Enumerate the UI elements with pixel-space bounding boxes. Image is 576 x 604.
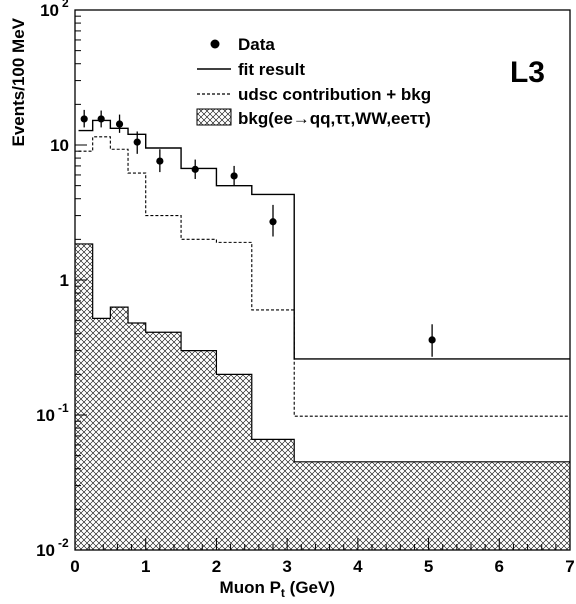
legend-fit-label: fit result xyxy=(238,60,305,79)
data-point-marker xyxy=(156,157,164,165)
x-tick-label: 6 xyxy=(495,557,504,576)
x-axis-title-unit: (GeV) xyxy=(290,578,335,597)
x-tick-label: 5 xyxy=(424,557,433,576)
data-point-5 xyxy=(191,159,199,179)
y-tick-label-exponent: -2 xyxy=(58,536,69,550)
data-point-8 xyxy=(428,324,436,357)
x-tick-label: 3 xyxy=(282,557,291,576)
legend-udsc-label: udsc contribution + bkg xyxy=(238,85,431,104)
legend-data-marker xyxy=(210,39,220,49)
y-tick-label-exponent: -1 xyxy=(58,401,69,415)
data-point-2 xyxy=(115,114,124,133)
data-point-marker xyxy=(269,218,277,226)
y-tick-label-base: 1 xyxy=(60,271,69,290)
data-point-1 xyxy=(97,110,105,128)
data-point-6 xyxy=(230,165,238,186)
legend-bkg-label: bkg(ee→qq,ττ,WW,eeττ) xyxy=(238,109,431,128)
data-point-3 xyxy=(133,131,141,154)
y-tick-label-base: 10 xyxy=(40,1,59,20)
data-point-7 xyxy=(269,204,277,237)
background-fill xyxy=(75,243,570,550)
data-point-0 xyxy=(80,109,88,128)
y-tick-label: 10 -1 xyxy=(36,401,69,425)
x-tick-label: 4 xyxy=(353,557,363,576)
x-tick-label: 0 xyxy=(70,557,79,576)
data-point-marker xyxy=(428,336,436,344)
experiment-label: L3 xyxy=(510,56,545,89)
y-tick-label-base: 10 xyxy=(36,406,55,425)
x-axis-title-main: Muon P xyxy=(220,578,281,597)
y-tick-label: 10 2 xyxy=(40,0,69,20)
udsc-histogram xyxy=(78,136,570,417)
y-tick-label: 1 xyxy=(60,271,69,290)
y-tick-label: 10 xyxy=(50,136,69,155)
data-point-marker xyxy=(115,120,124,128)
y-tick-label-base: 10 xyxy=(50,136,69,155)
background-outline xyxy=(75,243,570,463)
x-axis-title-subscript: t xyxy=(281,586,285,600)
x-tick-label: 7 xyxy=(565,557,574,576)
legend: Data fit result udsc contribution + bkg … xyxy=(196,35,431,128)
y-axis-title: Events/100 MeV xyxy=(9,17,28,146)
legend-bkg-swatch xyxy=(196,108,232,126)
x-tick-label: 2 xyxy=(212,557,221,576)
x-axis-title: Muon Pt (GeV) xyxy=(220,578,335,600)
y-tick-label-base: 10 xyxy=(36,541,55,560)
data-point-marker xyxy=(97,115,105,123)
data-point-4 xyxy=(156,149,164,173)
legend-data-label: Data xyxy=(238,35,275,54)
data-point-marker xyxy=(230,172,238,180)
data-point-marker xyxy=(133,138,141,146)
y-tick-label-exponent: 2 xyxy=(62,0,69,10)
y-tick-label: 10 -2 xyxy=(36,536,69,560)
fit-histogram xyxy=(78,119,570,360)
x-tick-label: 1 xyxy=(141,557,150,576)
data-point-marker xyxy=(80,115,88,123)
data-point-marker xyxy=(191,165,199,173)
